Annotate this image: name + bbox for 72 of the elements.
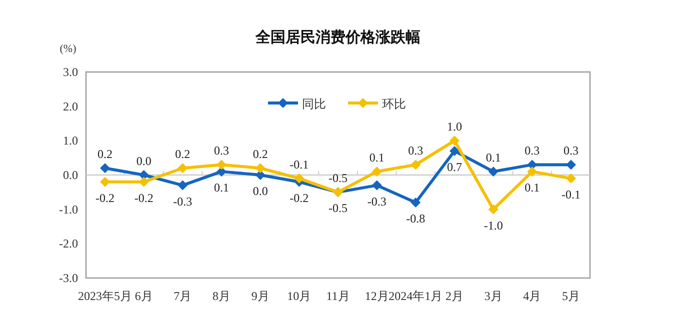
legend-label: 同比: [302, 97, 326, 111]
data-label: 0.1: [486, 150, 501, 165]
data-label: 0.3: [408, 144, 424, 158]
data-label: 0.3: [214, 144, 229, 158]
data-label: 0.0: [252, 184, 268, 198]
data-label: -0.2: [96, 190, 114, 205]
data-label: -0.5: [328, 201, 348, 216]
data-label: 0.3: [564, 144, 578, 158]
x-tick-label: 2月: [446, 289, 464, 303]
data-label: 0.1: [369, 150, 384, 165]
data-label: -0.8: [406, 211, 426, 226]
data-label: -1.0: [484, 218, 503, 232]
point: [100, 176, 110, 187]
y-axis-title: (%): [60, 43, 77, 55]
y-tick-label: -3.0: [59, 271, 78, 285]
point: [216, 160, 226, 170]
legend-label: 环比: [382, 97, 406, 111]
point: [527, 166, 538, 177]
x-tick-label: 6月: [134, 289, 153, 303]
data-label: 0.3: [524, 144, 540, 158]
point: [138, 176, 149, 187]
x-tick-label: 10月: [287, 289, 312, 303]
x-tick-label: 5月: [562, 289, 580, 303]
x-tick-label: 12月: [364, 289, 389, 303]
y-tick-label: 0.0: [63, 168, 78, 182]
x-tick-label: 3月: [484, 289, 502, 303]
data-label: 0.1: [524, 180, 540, 195]
point: [372, 180, 382, 190]
data-label: -0.2: [290, 190, 309, 205]
data-label: 0.2: [175, 147, 190, 162]
data-label: 0.2: [252, 147, 268, 162]
point: [488, 204, 498, 214]
point: [488, 166, 498, 177]
data-label: -0.3: [367, 194, 386, 208]
point: [450, 136, 460, 146]
y-tick-label: 1.0: [63, 134, 78, 148]
x-tick-label: 4月: [523, 289, 542, 303]
data-label: 0.0: [136, 154, 152, 168]
y-tick-label: 3.0: [63, 65, 78, 79]
data-label: 1.0: [447, 120, 462, 134]
x-tick-label: 11月: [326, 289, 350, 303]
chart-title: 全国居民消费价格涨跌幅: [254, 28, 420, 46]
point: [372, 166, 382, 177]
x-tick-label: 8月: [212, 289, 230, 303]
point: [178, 163, 188, 174]
data-label: 0.1: [214, 180, 229, 195]
data-label: -0.2: [134, 190, 154, 205]
data-label: 0.7: [447, 160, 462, 174]
point: [527, 160, 538, 170]
point: [410, 197, 421, 208]
data-label: -0.3: [173, 194, 192, 208]
point: [450, 146, 460, 156]
x-tick-label: 9月: [251, 289, 270, 303]
point: [566, 160, 576, 170]
x-tick-label: 2023年5月: [78, 289, 132, 303]
point: [138, 170, 149, 180]
y-tick-label: -2.0: [59, 236, 78, 251]
data-label: -0.1: [562, 187, 580, 202]
data-label: 0.2: [98, 147, 112, 162]
data-label: -0.5: [328, 171, 348, 186]
point: [566, 173, 576, 184]
x-tick-label: 2024年1月: [388, 289, 443, 303]
y-tick-label: 2.0: [63, 99, 78, 114]
point: [294, 173, 304, 184]
point: [100, 163, 110, 174]
x-tick-label: 7月: [174, 289, 192, 303]
y-tick-label: -1.0: [59, 202, 78, 216]
point: [255, 170, 266, 180]
point: [178, 180, 188, 190]
data-label: -0.1: [290, 157, 309, 172]
point: [410, 160, 421, 170]
point: [255, 163, 266, 174]
